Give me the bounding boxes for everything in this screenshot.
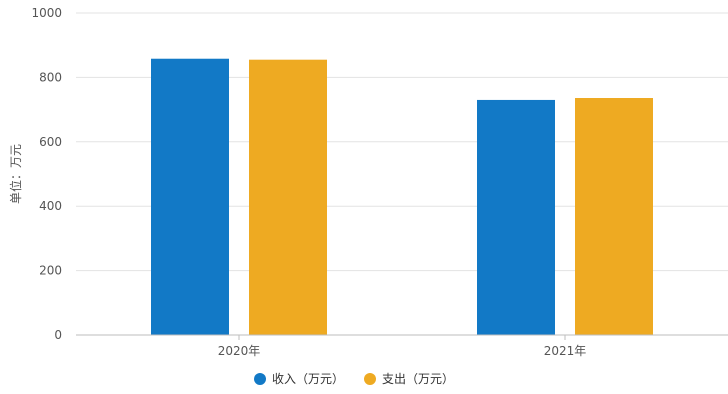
- bar-1-2: [477, 99, 555, 335]
- y-tick-label: 200: [39, 264, 62, 278]
- y-axis-ticks: 0 200 400 600 800 1000: [31, 6, 62, 342]
- legend-marker-2: [364, 373, 376, 385]
- y-tick-label: 400: [39, 199, 62, 213]
- x-tick-label: 2020年: [218, 344, 261, 358]
- y-tick-label: 800: [39, 70, 62, 84]
- legend-label-2: 支出（万元）: [382, 372, 454, 386]
- legend-label-1: 收入（万元）: [272, 372, 344, 386]
- x-tick-label: 2021年: [544, 344, 587, 358]
- bar-2-1: [249, 59, 327, 335]
- y-tick-label: 600: [39, 135, 62, 149]
- y-tick-label: 1000: [31, 6, 62, 20]
- bars: [151, 58, 653, 336]
- legend-marker-1: [254, 373, 266, 385]
- x-axis-ticks: 2020年 2021年: [218, 335, 587, 358]
- y-tick-label: 0: [54, 328, 62, 342]
- y-axis-title: 单位：万元: [8, 144, 23, 204]
- legend: 收入（万元） 支出（万元）: [254, 372, 454, 386]
- bar-2-2: [575, 98, 653, 336]
- bar-1-1: [151, 58, 229, 335]
